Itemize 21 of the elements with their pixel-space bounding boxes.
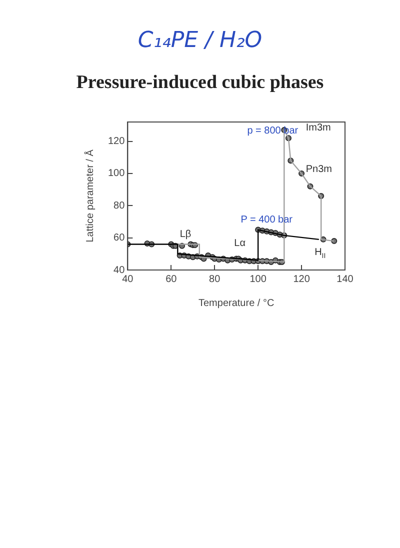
x-tick-label: 80 bbox=[209, 274, 221, 285]
annotation: p = 800 bar bbox=[247, 126, 299, 137]
x-tick-label: 60 bbox=[166, 274, 178, 285]
chart-title: Pressure-induced cubic phases bbox=[75, 72, 325, 94]
y-tick-label: 40 bbox=[114, 264, 126, 276]
x-axis-title: Temperature / °C bbox=[198, 298, 274, 309]
y-axis-title: Lattice parameter / Å bbox=[84, 149, 96, 242]
annotation: Lα bbox=[234, 238, 246, 250]
y-tick-label: 60 bbox=[114, 232, 126, 244]
y-tick-label: 120 bbox=[108, 136, 126, 148]
y-tick-label: 100 bbox=[108, 168, 126, 180]
x-tick-label: 140 bbox=[336, 274, 354, 285]
annotation: P = 400 bar bbox=[240, 214, 294, 226]
y-tick-label: 80 bbox=[114, 200, 126, 212]
x-tick-label: 120 bbox=[293, 274, 310, 285]
annotation: Im3m bbox=[306, 122, 331, 134]
x-tick-label: 100 bbox=[250, 274, 267, 285]
chart-subtitle: C₁₄PE / H₂O bbox=[136, 28, 264, 53]
annotation: Pn3m bbox=[306, 164, 332, 176]
x-tick-label: 40 bbox=[122, 274, 134, 285]
annotation: Lβ bbox=[180, 229, 192, 240]
